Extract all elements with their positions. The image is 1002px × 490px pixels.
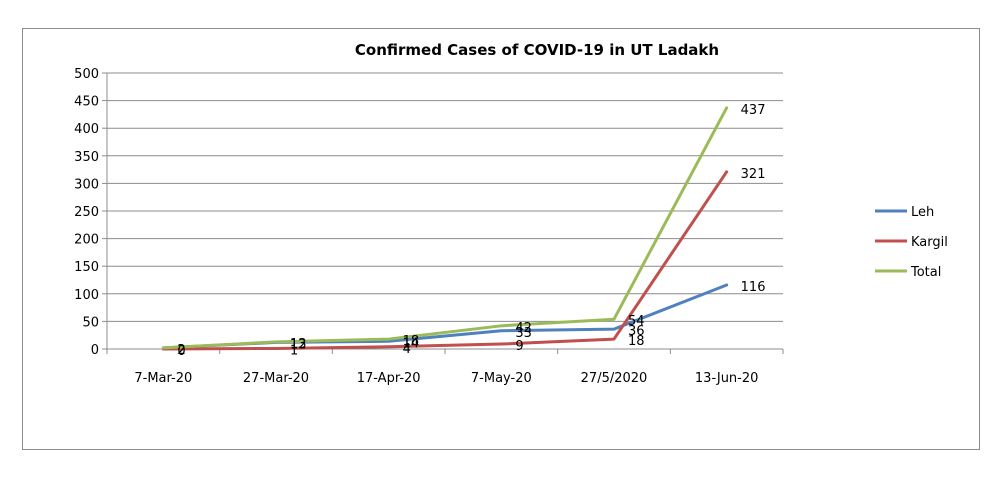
data-label-total-1: 13	[290, 337, 307, 352]
y-tick-label-450: 450	[74, 95, 99, 110]
y-axis-tick-labels: 0 50 100 150 200 250 300 350 400 450 500	[74, 67, 99, 358]
data-label-kargil-3: 9	[515, 339, 523, 354]
legend-label-kargil: Kargil	[911, 235, 948, 250]
x-axis-tick-labels: 7-Mar-20 27-Mar-20 17-Apr-20 7-May-20 27/5/2…	[134, 371, 758, 386]
y-tick-label-250: 250	[74, 205, 99, 220]
y-tick-label-50: 50	[82, 315, 99, 330]
data-label-leh-1: 12	[290, 337, 307, 352]
data-label-total-5: 437	[741, 103, 766, 118]
data-label-leh-5: 116	[741, 280, 766, 295]
y-tick-label-100: 100	[74, 288, 99, 303]
chart-frame: Confirmed Cases of COVID-19 in UT Ladakh…	[22, 28, 980, 450]
data-label-kargil-0: 0	[177, 344, 185, 359]
y-tick-label-0: 0	[91, 343, 99, 358]
y-tick-label-350: 350	[74, 150, 99, 165]
y-tick-label-500: 500	[74, 67, 99, 82]
data-label-leh-4: 36	[628, 324, 645, 339]
x-tick-label-0: 7-Mar-20	[134, 371, 192, 386]
y-tick-label-200: 200	[74, 233, 99, 248]
series-line-total	[161, 106, 729, 350]
x-tick-label-2: 17-Apr-20	[357, 371, 421, 386]
axes	[102, 72, 784, 354]
x-tick-label-5: 13-Jun-20	[695, 371, 759, 386]
data-label-kargil-1: 1	[290, 343, 298, 358]
legend: Leh Kargil Total	[875, 205, 948, 280]
y-tick-label-150: 150	[74, 260, 99, 275]
legend-label-leh: Leh	[911, 205, 934, 220]
data-label-kargil-4: 18	[628, 334, 645, 349]
line-chart: Confirmed Cases of COVID-19 in UT Ladakh…	[74, 41, 948, 386]
data-label-leh-3: 33	[515, 326, 532, 341]
data-label-total-2: 18	[403, 334, 420, 349]
y-tick-label-300: 300	[74, 177, 99, 192]
chart-title: Confirmed Cases of COVID-19 in UT Ladakh	[355, 41, 719, 59]
grid-lines	[107, 72, 783, 322]
data-label-leh-0: 2	[177, 343, 185, 358]
x-tick-label-1: 27-Mar-20	[243, 371, 309, 386]
series-line-kargil	[161, 170, 729, 351]
series-lines	[161, 106, 729, 351]
data-label-leh-2: 14	[403, 336, 420, 351]
x-tick-label-4: 27/5/2020	[581, 371, 648, 386]
data-label-kargil-5: 321	[741, 167, 766, 182]
x-tick-label-3: 7-May-20	[471, 371, 532, 386]
legend-label-total: Total	[910, 265, 941, 280]
y-tick-label-400: 400	[74, 122, 99, 137]
data-label-total-3: 42	[515, 321, 532, 336]
data-label-total-4: 54	[628, 314, 645, 329]
data-label-kargil-2: 4	[403, 342, 411, 357]
data-label-total-0: 2	[177, 343, 185, 358]
